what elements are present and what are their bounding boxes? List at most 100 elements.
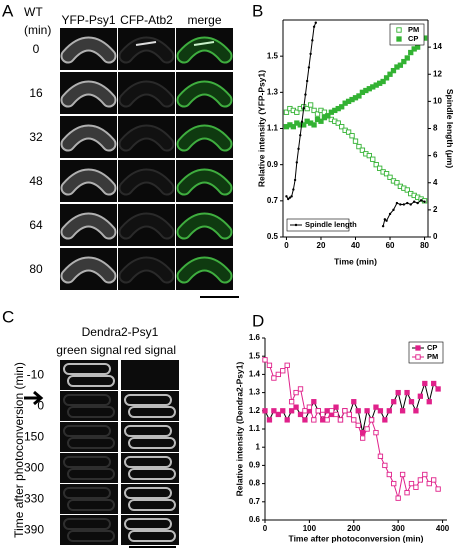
x-tick-label: 20 bbox=[317, 241, 326, 250]
legend-marker bbox=[415, 354, 421, 360]
marker bbox=[321, 109, 328, 115]
marker bbox=[333, 411, 339, 418]
marker bbox=[345, 129, 352, 135]
cell-interior bbox=[62, 258, 115, 282]
marker bbox=[383, 75, 390, 81]
x-label: Time (min) bbox=[334, 256, 377, 266]
row-label: 16 bbox=[29, 86, 43, 100]
marker bbox=[404, 55, 410, 61]
marker bbox=[351, 417, 357, 423]
marker bbox=[383, 171, 390, 177]
marker bbox=[381, 224, 385, 228]
cell bbox=[128, 437, 176, 449]
y2-tick-label: 14 bbox=[433, 42, 442, 51]
marker bbox=[391, 399, 397, 405]
x-tick-label: 400 bbox=[436, 524, 450, 533]
unit: (min) bbox=[24, 23, 51, 37]
marker bbox=[404, 389, 410, 396]
marker bbox=[395, 389, 401, 396]
y-tick-label: 1.6 bbox=[249, 333, 261, 342]
marker bbox=[380, 78, 386, 85]
y-tick-label: 1.2 bbox=[249, 406, 261, 415]
marker bbox=[373, 162, 379, 168]
marker bbox=[373, 429, 379, 436]
cell bbox=[124, 487, 172, 499]
row-label: 32 bbox=[29, 130, 43, 144]
marker bbox=[435, 386, 441, 392]
marker bbox=[377, 165, 383, 171]
marker bbox=[351, 399, 357, 405]
y-tick-label: 1.1 bbox=[267, 124, 279, 133]
marker bbox=[408, 399, 415, 405]
legend-label: PM bbox=[427, 352, 438, 361]
marker bbox=[394, 180, 400, 186]
x-tick-label: 300 bbox=[391, 524, 405, 533]
cell bbox=[63, 363, 111, 375]
marker bbox=[356, 143, 362, 150]
marker bbox=[266, 417, 273, 423]
cell bbox=[63, 487, 111, 499]
marker bbox=[387, 71, 393, 77]
row-label: 64 bbox=[29, 218, 43, 232]
y2-tick-label: 12 bbox=[433, 69, 442, 78]
marker bbox=[366, 152, 372, 159]
marker bbox=[423, 200, 426, 203]
marker bbox=[339, 124, 345, 130]
marker bbox=[262, 408, 268, 414]
marker bbox=[320, 411, 326, 418]
marker bbox=[408, 49, 414, 56]
marker bbox=[275, 411, 281, 418]
marker bbox=[399, 408, 406, 414]
marker bbox=[328, 408, 335, 414]
cell-interior bbox=[178, 258, 231, 282]
marker bbox=[364, 426, 370, 432]
marker bbox=[391, 480, 397, 487]
marker bbox=[383, 218, 387, 221]
marker bbox=[364, 408, 370, 414]
marker bbox=[355, 408, 361, 414]
cell bbox=[128, 499, 176, 511]
y-tick-label: 0.6 bbox=[249, 515, 261, 524]
column-header: YFP-Psy1 bbox=[61, 13, 115, 27]
cell bbox=[63, 456, 111, 468]
marker bbox=[311, 417, 317, 423]
marker bbox=[293, 389, 299, 396]
panel-label: D bbox=[252, 311, 264, 330]
marker bbox=[412, 200, 416, 203]
marker bbox=[293, 404, 299, 410]
row-label: 80 bbox=[29, 262, 43, 276]
marker bbox=[305, 79, 309, 83]
y-tick-label: 1 bbox=[256, 442, 261, 451]
marker bbox=[426, 399, 432, 405]
marker bbox=[283, 109, 290, 115]
x-tick-label: 0 bbox=[263, 524, 268, 533]
marker bbox=[292, 188, 295, 191]
y2-tick-label: 8 bbox=[433, 124, 438, 133]
cell bbox=[124, 425, 172, 437]
marker bbox=[333, 404, 339, 410]
cell-interior bbox=[120, 170, 173, 194]
marker bbox=[377, 453, 384, 459]
y-label: Relative intensity (Dendra2-Psy1) bbox=[234, 362, 244, 497]
series-line bbox=[264, 359, 439, 499]
cell bbox=[124, 394, 172, 406]
marker bbox=[311, 122, 317, 128]
marker bbox=[297, 411, 304, 418]
marker bbox=[315, 408, 321, 414]
marker bbox=[399, 471, 406, 478]
cell bbox=[63, 425, 111, 437]
marker bbox=[275, 371, 281, 378]
marker bbox=[307, 102, 314, 108]
marker bbox=[288, 399, 295, 405]
marker bbox=[397, 62, 404, 68]
cell bbox=[67, 499, 115, 511]
marker bbox=[295, 161, 299, 164]
marker bbox=[386, 408, 392, 414]
cell-interior bbox=[62, 214, 115, 238]
legend-marker bbox=[396, 36, 402, 42]
y-tick-label: 0.7 bbox=[267, 196, 279, 205]
legend-label: CP bbox=[408, 34, 418, 43]
cell-interior bbox=[120, 214, 173, 238]
cell bbox=[67, 375, 115, 387]
